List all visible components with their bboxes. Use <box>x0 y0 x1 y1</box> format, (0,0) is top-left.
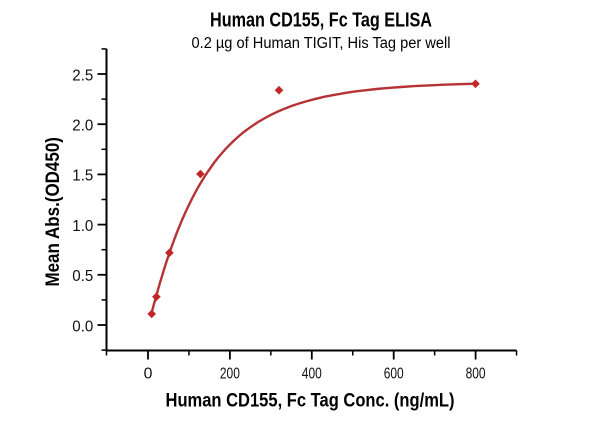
svg-text:800: 800 <box>466 365 486 382</box>
svg-text:2.0: 2.0 <box>72 118 93 135</box>
svg-text:2.5: 2.5 <box>72 67 93 84</box>
svg-text:200: 200 <box>220 365 240 382</box>
svg-text:Mean Abs.(OD450): Mean Abs.(OD450) <box>42 137 64 286</box>
svg-text:Human CD155, Fc Tag Conc. (ng/: Human CD155, Fc Tag Conc. (ng/mL) <box>166 390 455 412</box>
svg-text:0.0: 0.0 <box>72 318 93 335</box>
svg-text:1.5: 1.5 <box>72 168 93 185</box>
svg-text:0: 0 <box>144 365 153 382</box>
svg-text:1.0: 1.0 <box>72 218 93 235</box>
svg-text:0.5: 0.5 <box>72 268 93 285</box>
svg-text:400: 400 <box>302 365 322 382</box>
svg-text:0.2 µg of Human TIGIT, His Tag: 0.2 µg of Human TIGIT, His Tag per well <box>192 35 451 52</box>
svg-text:Human CD155, Fc Tag ELISA: Human CD155, Fc Tag ELISA <box>210 10 432 32</box>
svg-text:600: 600 <box>384 365 404 382</box>
